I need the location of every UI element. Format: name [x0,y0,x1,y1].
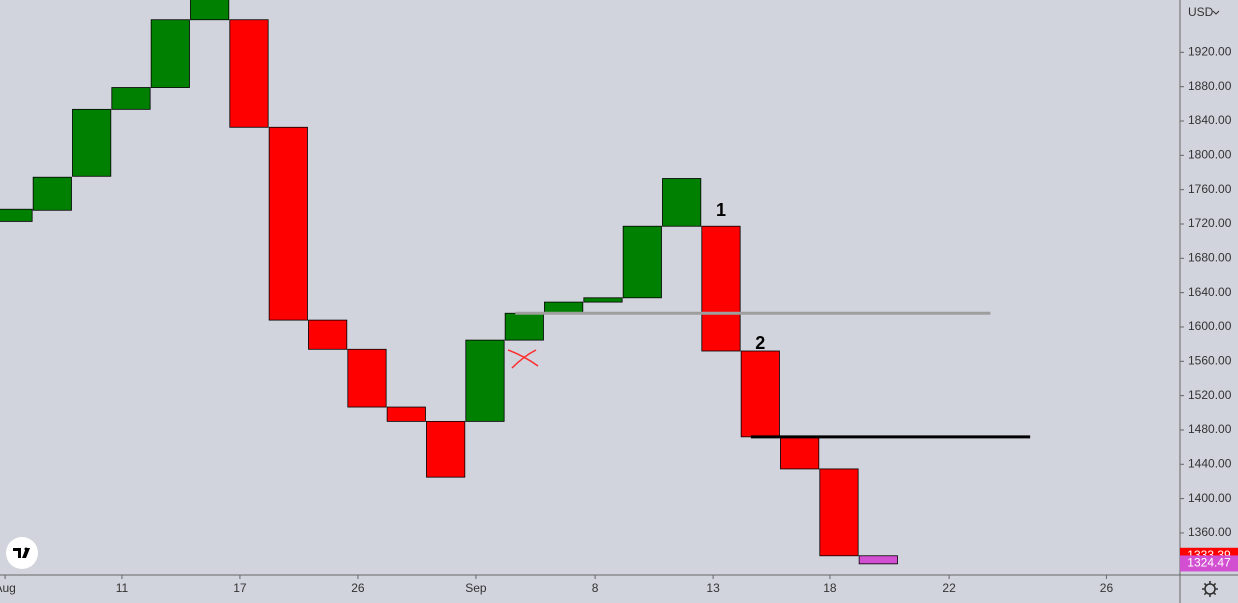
brick [190,0,230,21]
brick [268,126,308,321]
plot-area: 12 [0,0,1031,565]
brick [819,468,859,557]
y-tick-label: 1840.00 [1188,113,1232,127]
brick [0,208,33,222]
brick [544,301,584,314]
brick [740,350,780,438]
brick [32,176,72,211]
brick [386,406,426,422]
brick [858,555,898,565]
brick [465,339,505,422]
y-tick-label: 1560.00 [1188,353,1232,367]
y-tick-label: 1360.00 [1188,525,1232,539]
x-tick-label: 8 [592,581,599,595]
y-tick-label: 1400.00 [1188,491,1232,505]
y-tick-label: 1800.00 [1188,148,1232,162]
y-tick-label: 1600.00 [1188,319,1232,333]
brick [229,19,269,128]
brick [662,178,702,227]
y-tick-label: 1480.00 [1188,422,1232,436]
x-tick-label: 26 [1100,581,1114,595]
brick [111,87,151,110]
annotation: 2 [755,333,765,353]
y-tick-label: 1640.00 [1188,285,1232,299]
brick [347,348,387,408]
brick [72,108,112,177]
y-tick-label: 1880.00 [1188,79,1232,93]
brick [622,225,662,299]
brick [504,312,544,341]
brick [701,225,741,352]
annotation: 1 [716,200,726,220]
y-tick-label: 1440.00 [1188,456,1232,470]
y-tick-label: 1720.00 [1188,216,1232,230]
x-tick-label: Aug [0,581,16,595]
brick [150,19,190,88]
x-tick-label: 13 [706,581,720,595]
brick [426,420,466,478]
x-tick-label: 11 [116,581,129,595]
currency-label[interactable]: USD [1188,5,1214,19]
price-tag-label: 1324.47 [1187,556,1231,570]
price-tag [1180,555,1238,572]
brick [583,297,623,303]
x-tick-label: 17 [233,581,247,595]
y-tick-label: 1520.00 [1188,388,1232,402]
y-tick-label: 1920.00 [1188,45,1232,59]
y-tick-label: 1760.00 [1188,182,1232,196]
currency-caret[interactable] [1212,10,1220,15]
x-tick-label: 26 [351,581,365,595]
x-tick-label: 18 [823,581,837,595]
x-tick-label: Sep [465,581,487,595]
brick [780,436,820,470]
settings-icon[interactable] [1202,581,1218,597]
tv-logo[interactable] [6,537,38,569]
brick [308,319,348,350]
y-tick-label: 1680.00 [1188,250,1232,264]
red-x-drawing [507,349,539,369]
x-tick-label: 22 [942,581,956,595]
